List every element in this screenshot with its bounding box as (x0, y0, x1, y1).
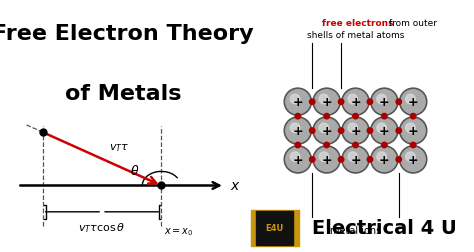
Circle shape (371, 89, 398, 116)
Text: +: + (350, 124, 361, 138)
Circle shape (324, 114, 329, 119)
Text: Electrical 4 U: Electrical 4 U (312, 218, 456, 238)
Circle shape (313, 146, 340, 173)
Circle shape (382, 114, 387, 119)
Circle shape (315, 148, 339, 172)
Circle shape (344, 90, 367, 114)
Circle shape (401, 148, 425, 172)
Text: of Metals: of Metals (65, 83, 182, 103)
Circle shape (371, 146, 398, 173)
Circle shape (324, 143, 329, 148)
Circle shape (377, 152, 386, 162)
Circle shape (406, 152, 415, 162)
Circle shape (290, 152, 300, 162)
Circle shape (315, 119, 339, 143)
Circle shape (342, 146, 369, 173)
Text: $v_{T}\tau\cos\theta$: $v_{T}\tau\cos\theta$ (78, 221, 126, 234)
Circle shape (344, 148, 367, 172)
Circle shape (372, 119, 396, 143)
Text: +: + (321, 124, 332, 138)
Circle shape (410, 143, 416, 148)
Text: +: + (350, 153, 361, 166)
Circle shape (284, 146, 311, 173)
Circle shape (342, 89, 369, 116)
Text: +: + (379, 124, 390, 138)
Text: +: + (292, 153, 303, 166)
Circle shape (367, 157, 373, 163)
Circle shape (342, 117, 369, 145)
Circle shape (406, 123, 415, 133)
Circle shape (396, 128, 401, 134)
Text: +: + (321, 153, 332, 166)
Circle shape (400, 146, 427, 173)
Text: $x$: $x$ (230, 179, 241, 193)
Circle shape (286, 148, 310, 172)
Circle shape (319, 95, 328, 104)
Circle shape (400, 89, 427, 116)
Text: +: + (292, 96, 303, 109)
Circle shape (338, 128, 344, 134)
Circle shape (319, 123, 328, 133)
Circle shape (286, 119, 310, 143)
Bar (256, 211, 293, 245)
Circle shape (295, 114, 301, 119)
Text: $v_T\tau$: $v_T\tau$ (109, 141, 129, 153)
Circle shape (310, 100, 315, 105)
Text: +: + (321, 96, 332, 109)
Circle shape (315, 90, 339, 114)
Circle shape (372, 90, 396, 114)
Circle shape (367, 128, 373, 134)
Circle shape (371, 117, 398, 145)
Circle shape (377, 95, 386, 104)
Circle shape (410, 114, 416, 119)
Circle shape (344, 119, 367, 143)
Circle shape (286, 90, 310, 114)
Circle shape (295, 143, 301, 148)
Circle shape (353, 143, 358, 148)
Circle shape (396, 100, 401, 105)
Text: +: + (408, 153, 419, 166)
Text: E4U: E4U (266, 224, 284, 233)
Text: +: + (408, 124, 419, 138)
Text: +: + (379, 153, 390, 166)
Text: +: + (408, 96, 419, 109)
Circle shape (377, 123, 386, 133)
Circle shape (310, 157, 315, 163)
Circle shape (290, 95, 300, 104)
Circle shape (401, 90, 425, 114)
Circle shape (348, 95, 357, 104)
Text: free electrons: free electrons (322, 19, 393, 28)
Circle shape (284, 89, 311, 116)
Text: metal ions: metal ions (330, 225, 381, 235)
Circle shape (284, 117, 311, 145)
Text: +: + (292, 124, 303, 138)
Text: $x=x_0$: $x=x_0$ (164, 225, 193, 237)
Text: shells of metal atoms: shells of metal atoms (307, 31, 404, 40)
Circle shape (367, 100, 373, 105)
Circle shape (348, 123, 357, 133)
Circle shape (348, 152, 357, 162)
Circle shape (310, 128, 315, 134)
Circle shape (382, 143, 387, 148)
Text: from outer: from outer (386, 19, 437, 28)
Circle shape (400, 117, 427, 145)
Bar (251, 210, 299, 246)
Circle shape (319, 152, 328, 162)
Circle shape (313, 117, 340, 145)
Circle shape (396, 157, 401, 163)
Circle shape (406, 95, 415, 104)
Circle shape (338, 100, 344, 105)
Circle shape (353, 114, 358, 119)
Circle shape (338, 157, 344, 163)
Text: Free Electron Theory: Free Electron Theory (0, 24, 254, 44)
Circle shape (313, 89, 340, 116)
Circle shape (290, 123, 300, 133)
Text: +: + (379, 96, 390, 109)
Circle shape (401, 119, 425, 143)
Text: $\theta$: $\theta$ (129, 164, 139, 178)
Text: +: + (350, 96, 361, 109)
Circle shape (372, 148, 396, 172)
